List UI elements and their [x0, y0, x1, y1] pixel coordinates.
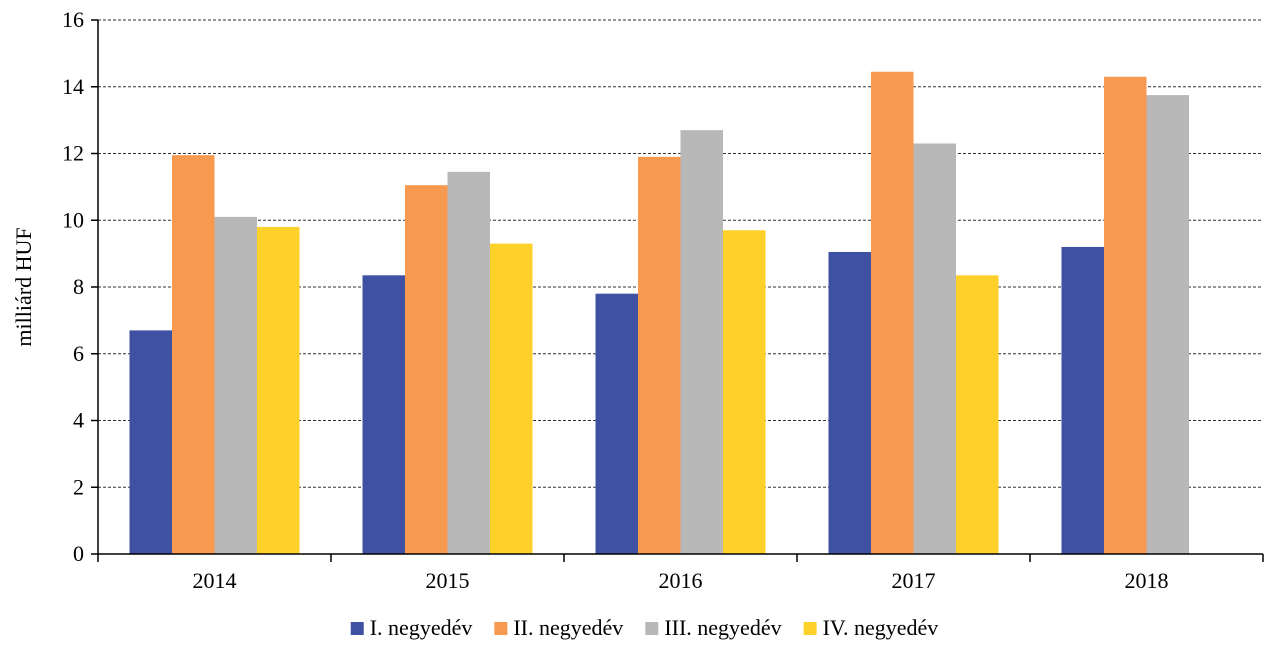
bar	[680, 130, 723, 554]
bar	[447, 171, 490, 554]
bar	[405, 185, 448, 555]
bar	[595, 293, 638, 554]
x-tick-label: 2018	[1125, 568, 1169, 593]
legend-item: II. negyedév	[494, 615, 623, 640]
bar	[723, 230, 766, 554]
bar	[172, 155, 215, 554]
bar	[257, 226, 300, 555]
x-tick-label: 2017	[892, 568, 936, 593]
legend-label: II. negyedév	[513, 615, 623, 640]
bar	[638, 156, 681, 554]
bar	[129, 330, 172, 554]
y-tick-label: 2	[73, 474, 84, 499]
bar	[1061, 246, 1104, 554]
legend-swatch	[645, 622, 659, 635]
legend-item: I. negyedév	[350, 615, 473, 640]
bars	[129, 71, 1189, 555]
bar	[1146, 95, 1189, 554]
axes	[91, 19, 1264, 562]
y-tick-label: 16	[62, 7, 84, 32]
legend: I. negyedév II. negyedév III. negyedév IV. …	[350, 615, 939, 640]
x-tick-labels: 2014 2015 2016 2017 2018	[193, 568, 1169, 593]
legend-label: I. negyedév	[370, 615, 473, 640]
y-tick-label: 0	[73, 541, 84, 566]
bar	[490, 243, 533, 555]
bar	[214, 216, 257, 554]
y-tick-label: 4	[73, 408, 84, 433]
bar	[913, 143, 956, 555]
y-axis-title: milliárd HUF	[11, 227, 36, 346]
legend-label: IV. negyedév	[823, 615, 939, 640]
y-tick-label: 14	[62, 74, 84, 99]
y-tick-label: 10	[62, 207, 84, 232]
bar	[362, 275, 405, 554]
legend-label: III. negyedév	[664, 615, 781, 640]
bar	[1104, 76, 1147, 555]
x-tick-label: 2016	[659, 568, 703, 593]
x-tick-label: 2015	[426, 568, 470, 593]
y-tick-label: 12	[62, 141, 84, 166]
y-tick-labels: 0 2 4 6 8 10 12 14 16	[62, 7, 84, 566]
bar	[828, 251, 871, 555]
legend-item: III. negyedév	[645, 615, 782, 640]
y-tick-label: 6	[73, 341, 84, 366]
legend-swatch	[803, 622, 817, 635]
legend-item: IV. negyedév	[803, 615, 939, 640]
bar	[956, 275, 999, 554]
y-tick-label: 8	[73, 274, 84, 299]
x-tick-label: 2014	[193, 568, 237, 593]
legend-swatch	[494, 622, 508, 635]
bar	[871, 71, 914, 554]
legend-swatch	[350, 622, 364, 635]
